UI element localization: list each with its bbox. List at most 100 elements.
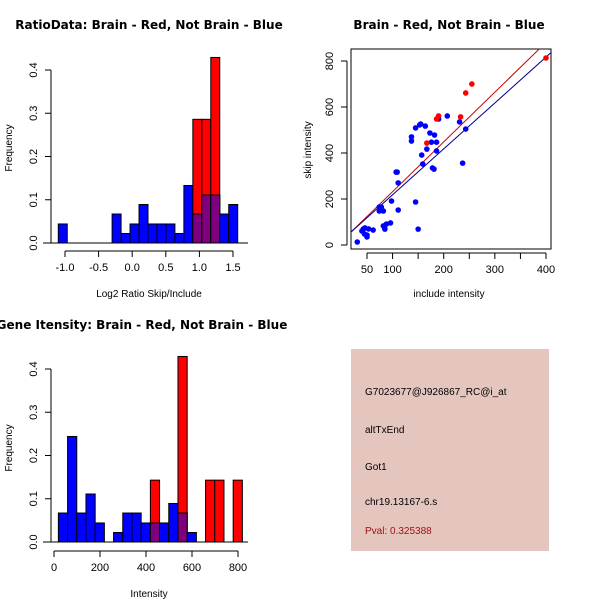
ratio-hist-axes: 0.0 0.1 0.2 0.3 0.4 -1.0 -0.5 0.0 0.5 1.0 1.5 [28, 62, 241, 274]
y-tick-label: 0.2 [28, 149, 40, 164]
bar-not-brain [122, 512, 133, 543]
y-tick-label: 0.1 [28, 491, 40, 506]
ratio-hist-xlabel: Log2 Ratio Skip/Include [96, 289, 202, 300]
bar-not-brain [159, 522, 170, 543]
not-brain-fit-line [351, 51, 551, 233]
bar-not-brain [140, 522, 151, 543]
bar-brain [214, 479, 225, 543]
location-text: chr19.13167-6.s [365, 497, 438, 508]
point-not-brain [387, 220, 394, 226]
scatter-fit-lines [351, 49, 551, 233]
point-not-brain [395, 180, 401, 186]
point-not-brain [412, 125, 419, 131]
point-not-brain [408, 138, 415, 144]
ratio-hist-ylabel: Frequency [4, 124, 15, 171]
bar-not-brain [113, 531, 124, 543]
bar-not-brain [57, 512, 69, 543]
bar-not-brain [94, 522, 105, 543]
point-not-brain [419, 161, 426, 167]
y-tick-label: 200 [324, 190, 336, 208]
point-not-brain [424, 146, 430, 152]
point-not-brain [365, 226, 372, 232]
intensity-hist-bars [43, 355, 248, 543]
bar-not-brain [57, 223, 68, 244]
point-not-brain [418, 152, 425, 158]
bar-not-brain [85, 493, 96, 543]
bar-overlap [201, 194, 212, 244]
bar-not-brain [147, 223, 158, 244]
point-not-brain [408, 134, 415, 140]
y-tick-label: 0.4 [28, 361, 40, 376]
x-tick-label: 0.0 [125, 262, 140, 274]
bar-overlap [177, 512, 188, 543]
intensity-hist-xlabel: Intensity [130, 589, 167, 600]
point-not-brain [415, 226, 421, 232]
y-tick-label: 0.3 [28, 405, 40, 420]
point-not-brain [378, 204, 385, 210]
x-tick-label: 100 [383, 264, 401, 276]
bar-overlap [210, 194, 221, 244]
point-not-brain [428, 139, 435, 145]
scatter-ylabel: skip intensity [303, 121, 314, 178]
x-tick-label: -1.0 [56, 262, 75, 274]
bar-not-brain [129, 223, 140, 244]
y-tick-label: 400 [324, 144, 336, 162]
point-not-brain [427, 130, 433, 136]
point-not-brain [456, 119, 463, 125]
event-type-text: altTxEnd [365, 425, 405, 436]
point-not-brain [394, 169, 400, 175]
bar-not-brain [76, 512, 87, 543]
point-not-brain [388, 198, 395, 204]
x-tick-label: 400 [137, 562, 155, 574]
x-tick-label: 1.5 [225, 262, 240, 274]
x-tick-label: 800 [229, 562, 247, 574]
bar-not-brain [156, 223, 167, 244]
point-brain [424, 140, 430, 146]
bar-not-brain [228, 204, 239, 244]
point-brain [469, 81, 475, 87]
gene-info-panel: G7023677@J926867_RC@i_at altTxEnd Got1 c… [351, 349, 549, 551]
bar-not-brain [183, 184, 194, 244]
y-tick-label: 0.2 [28, 448, 40, 463]
x-tick-label: 200 [435, 264, 453, 276]
bar-not-brain [186, 531, 197, 543]
y-tick-label: 600 [324, 98, 336, 116]
point-not-brain [444, 113, 451, 119]
point-not-brain [433, 148, 440, 154]
ratio-histogram-panel: RatioData: Brain - Red, Not Brain - Blue… [4, 18, 283, 300]
point-not-brain [382, 226, 388, 232]
scatter-xlabel: include intensity [413, 289, 484, 300]
x-tick-label: 600 [183, 562, 201, 574]
bar-not-brain [174, 232, 185, 244]
scatter-panel: Brain - Red, Not Brain - Blue 50 100 200 30… [303, 18, 555, 300]
x-tick-label: 200 [91, 562, 109, 574]
intensity-hist-title: Gene Itensity: Brain - Red, Not Brain - … [0, 318, 287, 332]
x-tick-label: 1.0 [192, 262, 207, 274]
point-not-brain [422, 123, 429, 129]
bar-not-brain [138, 204, 149, 244]
scatter-points [354, 55, 549, 245]
x-tick-label: 0.5 [158, 262, 173, 274]
bar-brain [205, 479, 216, 543]
bar-not-brain [168, 503, 179, 543]
point-not-brain [431, 132, 438, 138]
y-tick-label: 0.1 [28, 192, 40, 207]
pval-text: Pval: 0.325388 [365, 526, 432, 537]
x-tick-label: 50 [361, 264, 373, 276]
point-not-brain [395, 207, 401, 213]
point-not-brain [459, 160, 466, 166]
y-tick-label: 800 [324, 52, 336, 70]
bar-not-brain [120, 232, 131, 244]
ratio-hist-title: RatioData: Brain - Red, Not Brain - Blue [15, 18, 282, 32]
x-tick-label: 400 [537, 264, 555, 276]
bar-overlap [192, 213, 203, 244]
scatter-title: Brain - Red, Not Brain - Blue [353, 18, 544, 32]
point-brain [457, 114, 464, 120]
probe-id-text: G7023677@J926867_RC@i_at [365, 387, 507, 398]
point-not-brain [412, 199, 419, 205]
x-tick-label: 300 [486, 264, 504, 276]
y-tick-label: 0 [324, 242, 336, 248]
point-not-brain [431, 166, 437, 172]
x-tick-label: 0 [51, 562, 57, 574]
